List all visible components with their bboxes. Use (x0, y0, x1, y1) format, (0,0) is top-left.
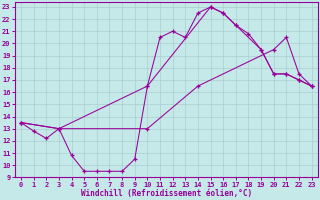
X-axis label: Windchill (Refroidissement éolien,°C): Windchill (Refroidissement éolien,°C) (81, 189, 252, 198)
